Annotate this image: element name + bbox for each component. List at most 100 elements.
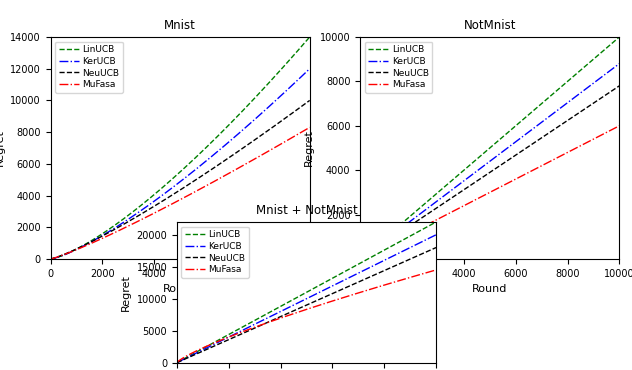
KerUCB [265,104,273,109]
Y-axis label: Regret: Regret [305,130,314,166]
Line: LinUCB: LinUCB [177,222,436,363]
MuFasa [515,175,523,180]
KerUCB [432,233,440,237]
KerUCB [357,256,365,260]
MuFasa [356,257,364,261]
NeuUCB [432,245,440,250]
NeuUCB [357,256,365,260]
NeuUCB [575,111,583,115]
NeuUCB [616,84,623,88]
MuFasa [511,178,518,182]
KerUCB [356,257,364,261]
NeuUCB [332,290,339,295]
MuFasa [47,256,55,261]
Line: LinUCB: LinUCB [51,37,310,259]
LinUCB [408,233,416,238]
KerUCB [511,141,518,145]
KerUCB [282,89,289,94]
MuFasa [265,149,273,153]
KerUCB [205,156,213,161]
KerUCB [306,67,313,71]
LinUCB [510,125,518,130]
MuFasa [327,299,334,304]
KerUCB [201,160,209,164]
LinUCB [432,220,440,224]
NeuUCB [201,172,209,176]
KerUCB [392,253,399,257]
NeuUCB [173,360,181,365]
KerUCB [200,161,208,165]
LinUCB [511,125,518,129]
NeuUCB [47,257,54,261]
LinUCB [282,63,289,67]
NeuUCB [47,257,55,261]
MuFasa [357,256,365,261]
X-axis label: Round: Round [472,284,507,294]
LinUCB [592,56,599,60]
Line: KerUCB: KerUCB [177,235,436,363]
KerUCB [174,360,181,364]
Line: NeuUCB: NeuUCB [360,86,619,259]
LinUCB [357,256,365,260]
KerUCB [173,360,181,365]
NeuUCB [205,169,213,173]
LinUCB [205,142,213,147]
Line: MuFasa: MuFasa [177,270,436,363]
MuFasa [173,360,181,365]
Legend: LinUCB, KerUCB, NeuUCB, MuFasa: LinUCB, KerUCB, NeuUCB, MuFasa [55,41,123,93]
Y-axis label: Regret: Regret [121,274,131,311]
LinUCB [47,257,55,261]
Y-axis label: Regret: Regret [0,130,4,166]
NeuUCB [511,154,518,158]
Title: Mnist: Mnist [164,18,196,32]
MuFasa [200,185,208,189]
Title: Mnist + NotMnist: Mnist + NotMnist [256,204,357,217]
LinUCB [575,70,583,74]
MuFasa [282,139,289,144]
NeuUCB [306,98,313,102]
MuFasa [432,268,440,272]
MuFasa [327,299,335,304]
NeuUCB [174,360,181,364]
LinUCB [201,147,209,151]
MuFasa [201,184,209,189]
MuFasa [575,145,583,149]
MuFasa [592,136,599,141]
KerUCB [332,282,339,287]
MuFasa [47,257,54,261]
LinUCB [392,242,399,246]
LinUCB [332,274,339,279]
NeuUCB [356,257,364,261]
MuFasa [408,275,416,279]
Line: KerUCB: KerUCB [51,69,310,259]
LinUCB [47,257,54,261]
Line: MuFasa: MuFasa [51,127,310,259]
Line: NeuUCB: NeuUCB [51,100,310,259]
KerUCB [327,284,335,289]
Line: MuFasa: MuFasa [360,126,619,259]
KerUCB [408,245,416,249]
MuFasa [510,178,518,182]
KerUCB [510,141,518,145]
Line: NeuUCB: NeuUCB [177,248,436,363]
LinUCB [327,277,334,282]
LinUCB [327,277,335,281]
NeuUCB [592,100,599,104]
KerUCB [592,80,599,84]
NeuUCB [282,116,289,120]
KerUCB [515,137,523,142]
LinUCB [306,35,313,39]
LinUCB [174,360,181,364]
NeuUCB [265,128,273,132]
X-axis label: Round: Round [162,284,198,294]
Legend: LinUCB, KerUCB, NeuUCB, MuFasa: LinUCB, KerUCB, NeuUCB, MuFasa [181,226,249,278]
NeuUCB [327,292,334,297]
NeuUCB [392,263,399,268]
NeuUCB [510,154,518,159]
KerUCB [616,61,623,66]
KerUCB [575,92,583,97]
MuFasa [616,124,623,128]
MuFasa [174,359,181,364]
LinUCB [356,257,364,261]
NeuUCB [515,151,523,155]
